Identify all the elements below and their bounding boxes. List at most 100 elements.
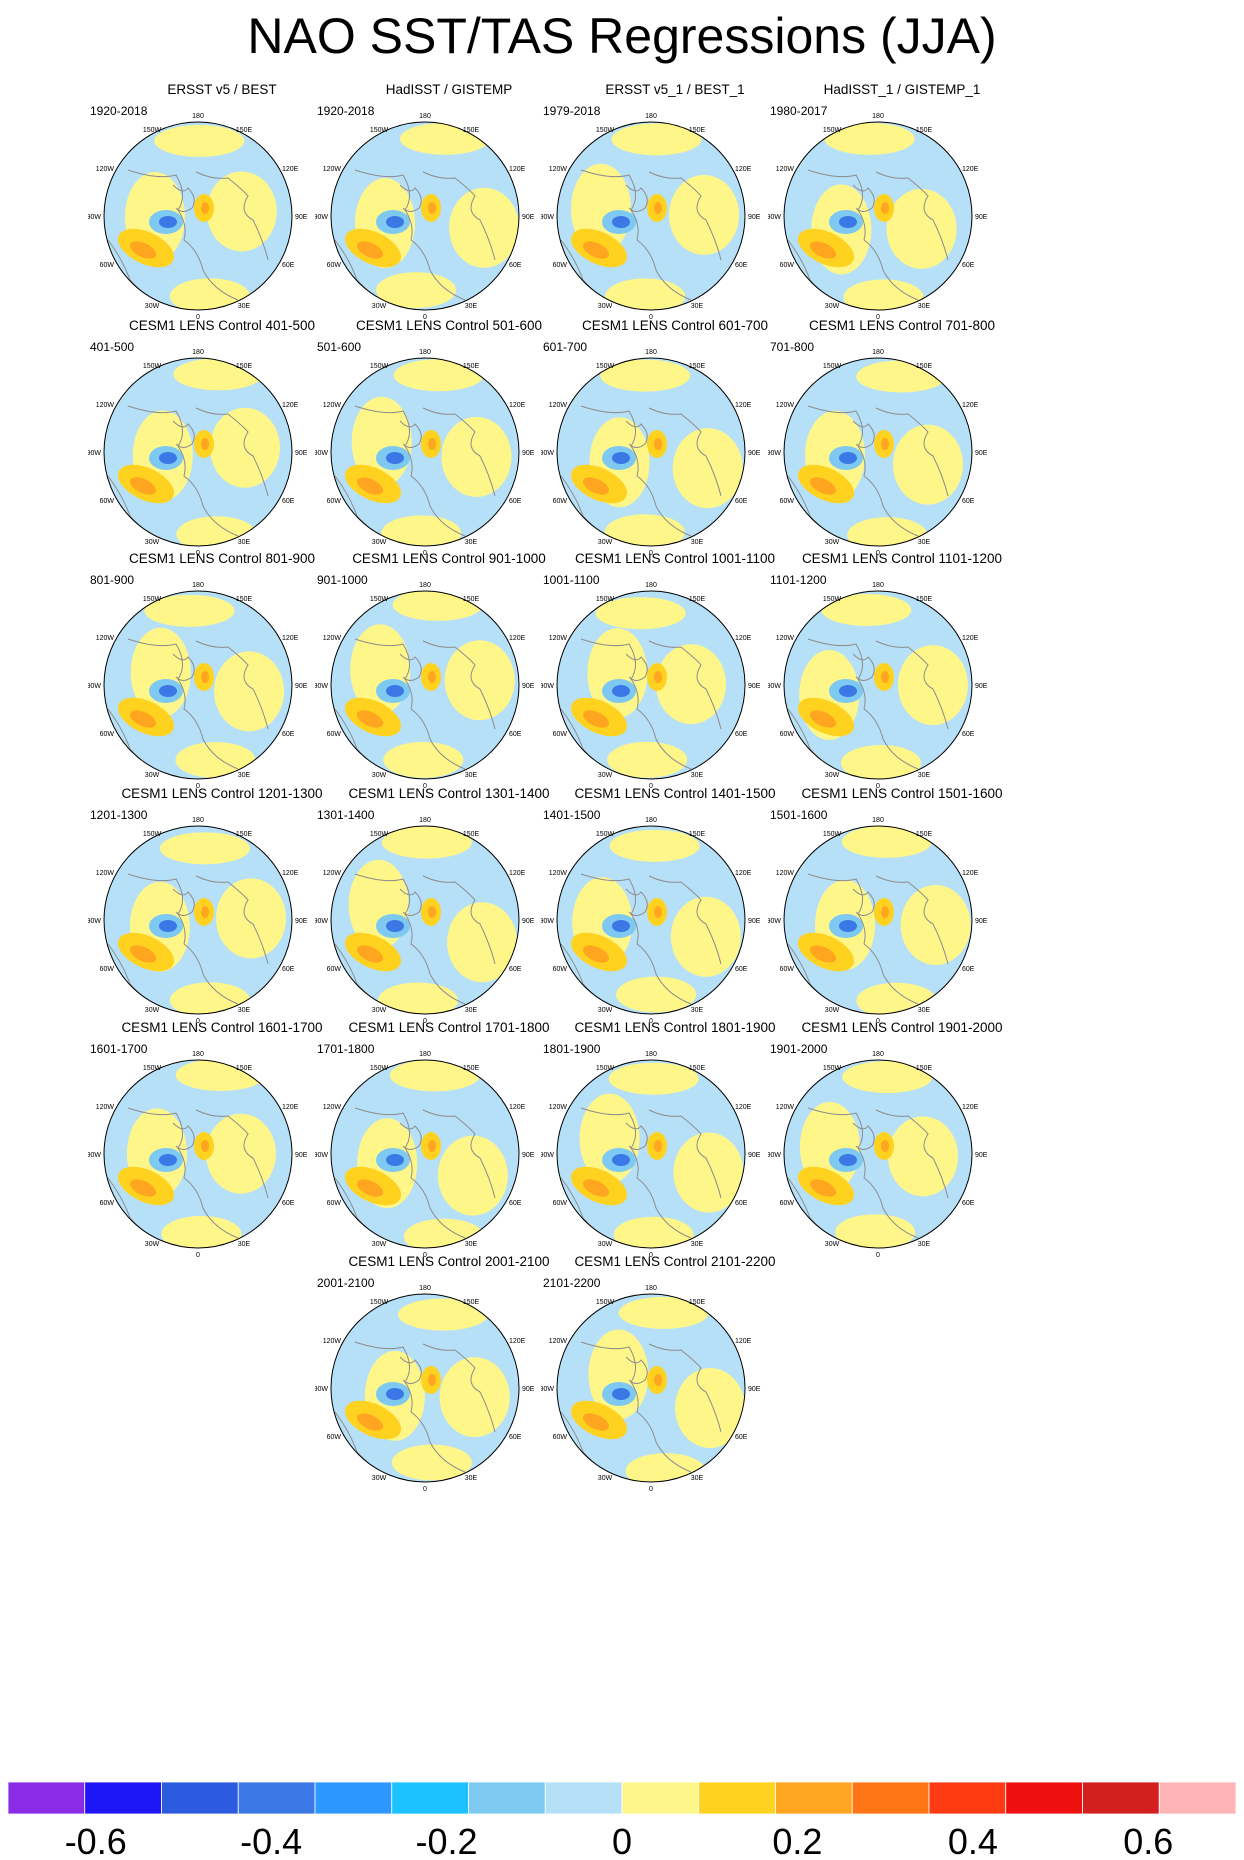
longitude-label: 60W — [553, 262, 568, 269]
longitude-label: 60E — [509, 966, 522, 973]
longitude-label: 60W — [553, 1200, 568, 1207]
longitude-label: 120W — [96, 1104, 115, 1111]
longitude-label: 90W — [541, 1386, 554, 1393]
longitude-label: 30E — [465, 772, 478, 779]
polar-map: 180 0 90W 90E 150W 120W 150E 120E 60W 30W 60E 30E — [88, 582, 308, 790]
longitude-label: 150E — [463, 127, 480, 134]
longitude-label: 0 — [649, 783, 653, 790]
longitude-label: 30W — [372, 1241, 387, 1248]
panel-title: HadISST_1 / GISTEMP_1 — [823, 82, 981, 97]
longitude-label: 30W — [372, 772, 387, 779]
longitude-label: 60E — [735, 1200, 748, 1207]
longitude-label: 150W — [143, 596, 162, 603]
longitude-label: 30W — [598, 1241, 613, 1248]
longitude-label: 60W — [100, 731, 115, 738]
panel-period: 1980-2017 — [770, 104, 828, 118]
longitude-label: 150E — [689, 127, 706, 134]
longitude-label: 0 — [876, 1252, 880, 1259]
longitude-label: 60W — [780, 1200, 795, 1207]
panel-title: CESM1 LENS Control 1801-1900 — [574, 1020, 776, 1035]
longitude-label: 90W — [315, 1386, 328, 1393]
longitude-label: 90E — [748, 1386, 761, 1393]
longitude-label: 90W — [541, 1152, 554, 1159]
longitude-label: 120E — [735, 1104, 752, 1111]
longitude-label: 60E — [509, 1434, 522, 1441]
map-panel: CESM1 LENS Control 1201-1300 1201-1300 180… — [88, 786, 356, 1056]
colorbar-segment — [314, 1782, 393, 1815]
panel-period: 1401-1500 — [543, 808, 601, 822]
longitude-label: 30E — [918, 1241, 931, 1248]
polar-map: 180 0 90W 90E 150W 120W 150E 120E 60W 30W 60E 30E — [88, 113, 308, 321]
longitude-label: 30E — [691, 303, 704, 310]
longitude-label: 60E — [735, 966, 748, 973]
longitude-label: 90W — [768, 214, 781, 221]
longitude-label: 90W — [88, 450, 101, 457]
longitude-label: 60E — [735, 731, 748, 738]
longitude-label: 90W — [768, 683, 781, 690]
panel-grid: ERSST v5 / BEST 1920-2018 180 0 90W 90E 150W 12… — [88, 82, 1036, 1493]
longitude-label: 30E — [918, 1007, 931, 1014]
longitude-label: 30W — [598, 539, 613, 546]
longitude-label: 150W — [370, 127, 389, 134]
colorbar-tick-label: -0.4 — [240, 1821, 302, 1858]
map-panel: CESM1 LENS Control 901-1000 901-1000 180 0 9… — [315, 551, 583, 821]
longitude-label: 150E — [916, 1065, 933, 1072]
panel-period: 1901-2000 — [770, 1042, 828, 1056]
longitude-label: 150E — [463, 1065, 480, 1072]
polar-map: 180 0 90W 90E 150W 120W 150E 120E 60W 30W 60E 30E — [768, 1051, 988, 1259]
panel-period: 1501-1600 — [770, 808, 828, 822]
longitude-label: 120E — [735, 870, 752, 877]
map-panel: CESM1 LENS Control 1901-2000 1901-2000 180… — [768, 1020, 1036, 1290]
longitude-label: 90E — [748, 450, 761, 457]
panel-period: 2101-2200 — [543, 1276, 601, 1290]
longitude-label: 90W — [315, 918, 328, 925]
map-panel: CESM1 LENS Control 1101-1200 1101-1200 180… — [768, 551, 1036, 821]
longitude-label: 60E — [282, 262, 295, 269]
longitude-label: 150E — [463, 1299, 480, 1306]
longitude-label: 120E — [962, 635, 979, 642]
longitude-label: 90W — [541, 918, 554, 925]
longitude-label: 60E — [282, 1200, 295, 1207]
polar-map: 180 0 90W 90E 150W 120W 150E 120E 60W 30W 60E 30E — [768, 817, 988, 1025]
longitude-label: 30E — [691, 1475, 704, 1482]
longitude-label: 0 — [649, 1018, 653, 1025]
longitude-label: 120W — [323, 166, 342, 173]
longitude-label: 90W — [88, 1152, 101, 1159]
longitude-label: 60E — [962, 498, 975, 505]
longitude-label: 90W — [88, 214, 101, 221]
longitude-label: 180 — [192, 113, 204, 120]
longitude-label: 60W — [553, 498, 568, 505]
longitude-label: 30W — [145, 1007, 160, 1014]
longitude-label: 60W — [780, 731, 795, 738]
longitude-label: 90E — [748, 214, 761, 221]
panel-title: CESM1 LENS Control 601-700 — [581, 318, 769, 333]
panel-title: CESM1 LENS Control 1201-1300 — [121, 786, 323, 801]
longitude-label: 120W — [549, 1104, 568, 1111]
longitude-label: 120W — [776, 1104, 795, 1111]
longitude-label: 90E — [522, 918, 535, 925]
map-panel: CESM1 LENS Control 801-900 801-900 180 0 90W… — [88, 551, 356, 821]
longitude-label: 60E — [509, 1200, 522, 1207]
longitude-label: 30E — [465, 1475, 478, 1482]
longitude-label: 0 — [876, 1018, 880, 1025]
map-panel: CESM1 LENS Control 601-700 601-700 180 0 90W… — [541, 318, 809, 588]
longitude-label: 150W — [823, 1065, 842, 1072]
longitude-label: 90W — [541, 450, 554, 457]
panel-title: CESM1 LENS Control 701-800 — [808, 318, 996, 333]
panel-title: HadISST / GISTEMP — [385, 82, 513, 97]
longitude-label: 180 — [192, 1051, 204, 1058]
longitude-label: 120E — [282, 166, 299, 173]
longitude-label: 120E — [509, 402, 526, 409]
longitude-label: 150E — [463, 596, 480, 603]
longitude-label: 30W — [145, 303, 160, 310]
longitude-label: 150W — [370, 1299, 389, 1306]
colorbar-segment — [161, 1782, 239, 1815]
longitude-label: 120E — [962, 870, 979, 877]
longitude-label: 120W — [549, 402, 568, 409]
longitude-label: 90W — [768, 1152, 781, 1159]
longitude-label: 0 — [649, 314, 653, 321]
longitude-label: 120W — [323, 1338, 342, 1345]
longitude-label: 120W — [323, 870, 342, 877]
longitude-label: 90E — [748, 1152, 761, 1159]
panel-period: 1101-1200 — [770, 573, 827, 587]
